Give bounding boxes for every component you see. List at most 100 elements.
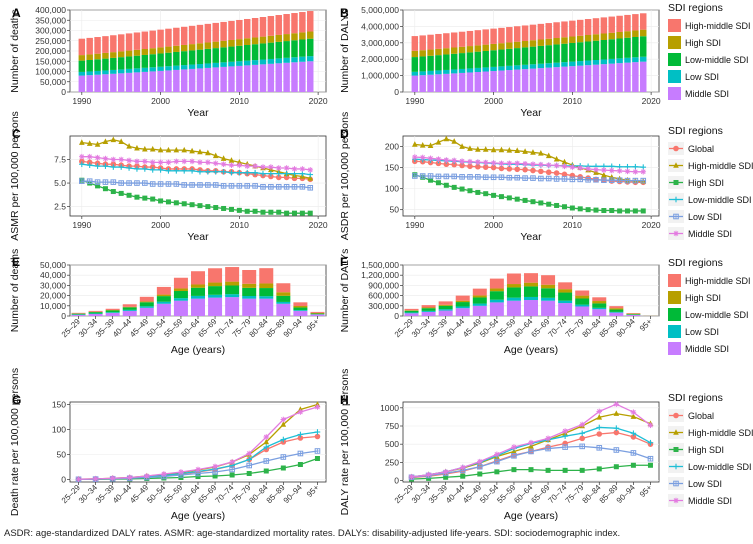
bar-segment (275, 58, 282, 64)
series-marker (212, 464, 218, 469)
bar-segment (225, 294, 240, 298)
series-marker (79, 154, 85, 160)
bar-segment (404, 310, 419, 311)
bar-segment (293, 307, 308, 311)
bar-segment (632, 30, 639, 37)
bar-segment (236, 61, 243, 66)
plot-area (69, 135, 327, 217)
bar-segment (569, 66, 576, 92)
bar-segment (506, 70, 513, 92)
legend-label: High-middle SDI (685, 21, 751, 31)
y-tick-label: 3,000,000 (361, 38, 399, 48)
bar-segment (141, 71, 149, 92)
bar-segment (110, 73, 117, 92)
series-marker (126, 143, 132, 149)
bar-segment (521, 25, 529, 41)
bar-segment (78, 75, 86, 92)
bar-segment (165, 28, 172, 47)
bar-segment (293, 310, 308, 316)
bar-segment (122, 309, 137, 311)
bar-segment (609, 312, 624, 316)
bar-segment (196, 49, 204, 65)
bar-segment (466, 72, 474, 92)
series-marker (596, 466, 602, 472)
series-marker (483, 160, 489, 165)
bar-segment (411, 75, 419, 92)
series-marker (110, 475, 116, 481)
legend-swatch (668, 53, 681, 66)
bar-segment (545, 23, 552, 39)
bar-segment (267, 42, 275, 59)
series-marker (443, 182, 449, 188)
bar-segment (78, 38, 86, 56)
bar-segment (609, 309, 624, 312)
bar-segment (139, 301, 154, 303)
bar-segment (545, 67, 552, 92)
bar-segment (524, 273, 538, 283)
y-tick-label: 150 (385, 163, 399, 173)
bar-segment (513, 41, 521, 49)
x-tick-label: 95+ (305, 317, 321, 333)
series-marker (268, 164, 274, 170)
series-marker (181, 159, 187, 164)
series-marker (87, 154, 93, 160)
series-marker (673, 412, 679, 419)
bar-segment (592, 59, 600, 65)
series-marker (494, 452, 500, 457)
series-marker (514, 166, 521, 173)
legend-swatch (668, 325, 681, 338)
bar-segment (86, 71, 93, 76)
bar-segment (196, 64, 204, 69)
bar-segment (558, 303, 573, 316)
x-tick-label: 1990 (72, 220, 91, 230)
series-marker (506, 161, 512, 166)
legend-label: Global (688, 144, 714, 154)
bar-segment (165, 52, 172, 67)
bar-segment (125, 68, 133, 73)
series-marker (212, 152, 219, 159)
bar-segment (259, 64, 267, 92)
bar-segment (404, 310, 419, 313)
series-marker (263, 434, 269, 440)
bar-segment (558, 282, 573, 290)
series-marker (86, 140, 93, 146)
series-marker (460, 465, 466, 470)
bar-segment (188, 25, 196, 45)
bar-segment (438, 304, 453, 306)
series-marker (451, 161, 458, 168)
series-marker (307, 210, 313, 216)
bar-segment (188, 68, 196, 92)
series-marker (428, 177, 434, 183)
bar-segment (276, 301, 291, 304)
bar-segment (251, 44, 259, 61)
series-marker (506, 147, 513, 153)
bar-segment (553, 67, 560, 92)
bar-segment (427, 55, 434, 71)
x-tick-label: 2020 (642, 96, 661, 106)
series-marker (95, 183, 101, 189)
legend-label: High SDI (688, 178, 724, 188)
bar-segment (521, 64, 529, 70)
bar-segment (561, 43, 568, 63)
series-marker (585, 207, 591, 213)
y-axis-title: ASMR per 100,000 persons (9, 111, 21, 241)
series-marker (514, 196, 520, 202)
series-marker (561, 204, 567, 210)
legend-bar: SDI regions High-middle SDI High SDI Low-mi… (668, 2, 751, 100)
bar-segment (251, 64, 259, 92)
x-tick-label: 90–94 (615, 317, 637, 339)
bar-segment (474, 51, 482, 68)
bar-segment (122, 307, 137, 310)
bar-segment (438, 310, 453, 316)
series-marker (648, 422, 653, 428)
panel-letter: H (340, 393, 349, 407)
bar-segment (225, 267, 240, 282)
bar-segment (541, 288, 556, 298)
series-marker (252, 208, 258, 214)
bar-segment (482, 29, 489, 45)
bar-segment (541, 297, 556, 301)
series-marker (477, 459, 483, 464)
bar-segment (149, 67, 156, 72)
bar-segment (616, 38, 623, 59)
series-marker (475, 146, 481, 152)
